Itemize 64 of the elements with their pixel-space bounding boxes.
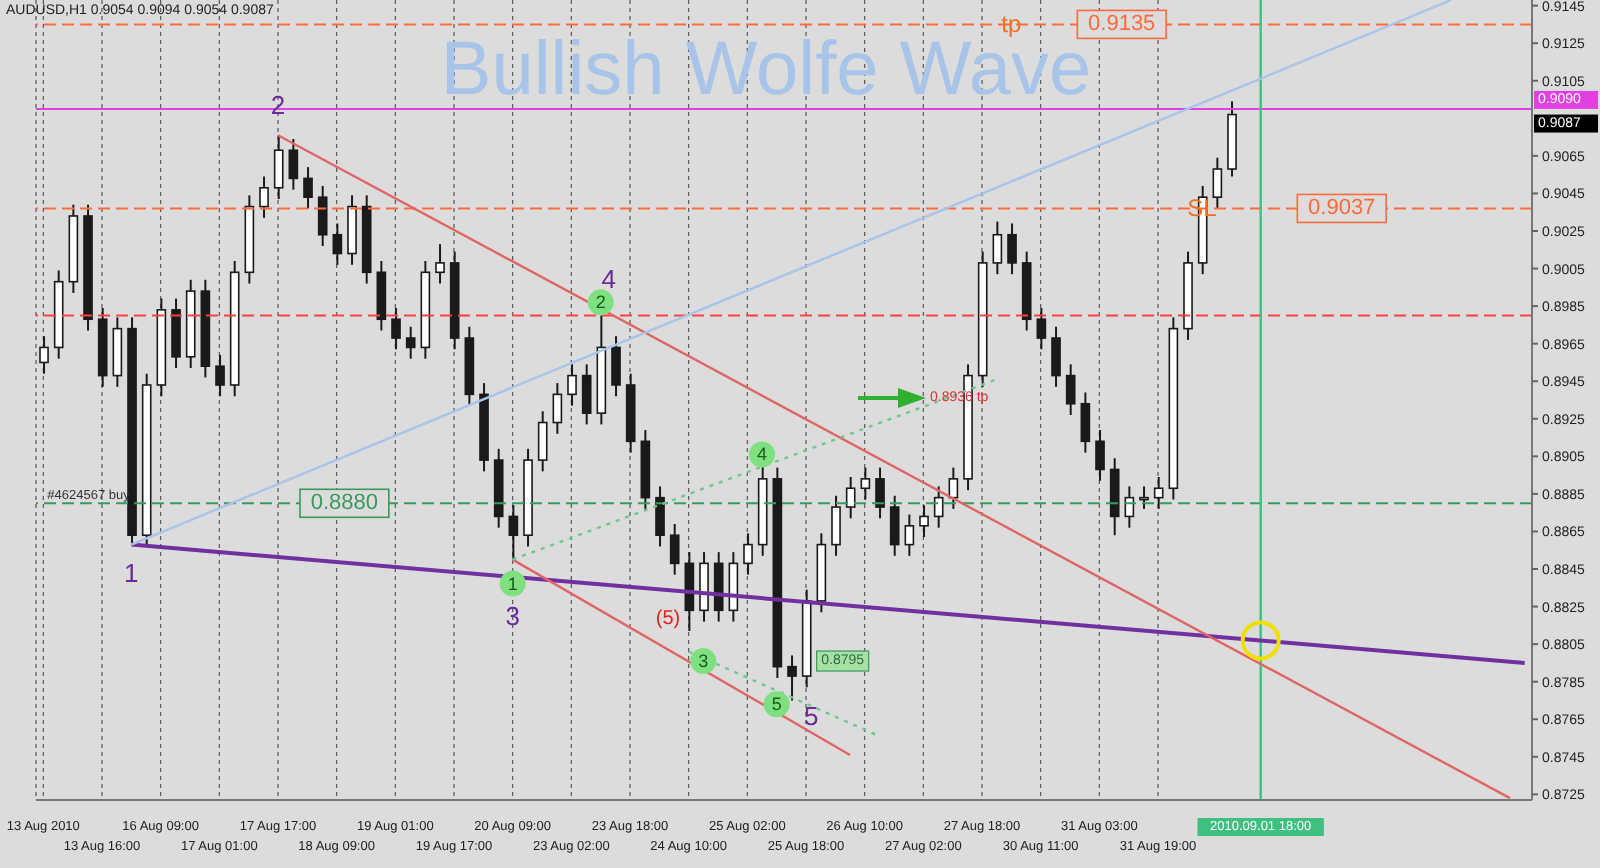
annotation: 4 (756, 444, 768, 465)
candlestick (347, 194, 357, 266)
circle-badge: 1 (499, 570, 526, 597)
ref-line-label: 0.9037 (1308, 196, 1376, 221)
candlestick (611, 335, 621, 398)
candlestick (919, 504, 929, 539)
candlestick (875, 466, 885, 520)
candlestick (332, 222, 343, 266)
candlestick (552, 382, 563, 435)
candlestick (39, 335, 49, 375)
annotation: 5 (804, 701, 819, 732)
circle-badge: 4 (749, 441, 775, 468)
annotation: (5) (655, 607, 681, 630)
candlestick (845, 476, 856, 520)
candlestick (273, 134, 284, 201)
candlestick (259, 175, 269, 219)
candlestick (303, 166, 313, 210)
candlestick (537, 410, 548, 473)
ref-line-label: 0.8880 (310, 491, 379, 516)
candlestick (288, 137, 299, 191)
candlestick (1051, 325, 1061, 388)
candlestick (1139, 485, 1149, 510)
candlestick (992, 220, 1003, 276)
annotation: 1 (507, 573, 518, 594)
candlestick (112, 316, 123, 388)
candlestick (1153, 476, 1164, 510)
candlestick (1065, 363, 1076, 417)
candlestick (435, 243, 445, 285)
circle-badge: 2 (587, 289, 614, 316)
annotation: 2 (595, 292, 606, 313)
candlestick (699, 551, 709, 623)
candlestick (317, 184, 328, 248)
candlestick (376, 260, 387, 332)
annotation: 3 (698, 651, 709, 672)
candlestick (1095, 429, 1105, 482)
candlestick (669, 522, 680, 576)
candlestick (860, 466, 871, 501)
candlestick (1080, 391, 1091, 454)
annotation: 5 (771, 694, 782, 715)
circle-badge: 3 (690, 648, 717, 675)
candlestick (1007, 222, 1017, 276)
ref-line-label: 0.9135 (1088, 12, 1156, 37)
candlestick (1212, 156, 1223, 210)
candlestick (391, 306, 401, 351)
candlestick (567, 363, 577, 407)
candlestick (405, 325, 416, 360)
candlestick (581, 363, 592, 426)
candlestick (831, 494, 841, 557)
annotation: 3 (505, 600, 520, 631)
candlestick (1036, 306, 1047, 351)
annotation: 4 (601, 264, 616, 295)
candlestick (1109, 457, 1120, 537)
candlestick (655, 485, 665, 548)
circle-badge: 5 (763, 691, 790, 718)
candlestick (215, 353, 225, 398)
candlestick (743, 532, 753, 576)
candlestick (889, 494, 900, 557)
candlestick (787, 654, 797, 702)
candlestick (933, 485, 944, 529)
candlestick (713, 551, 724, 623)
candlestick (171, 297, 181, 370)
candlestick (904, 513, 915, 557)
annotation: 1 (124, 557, 139, 588)
candlestick (508, 504, 519, 561)
